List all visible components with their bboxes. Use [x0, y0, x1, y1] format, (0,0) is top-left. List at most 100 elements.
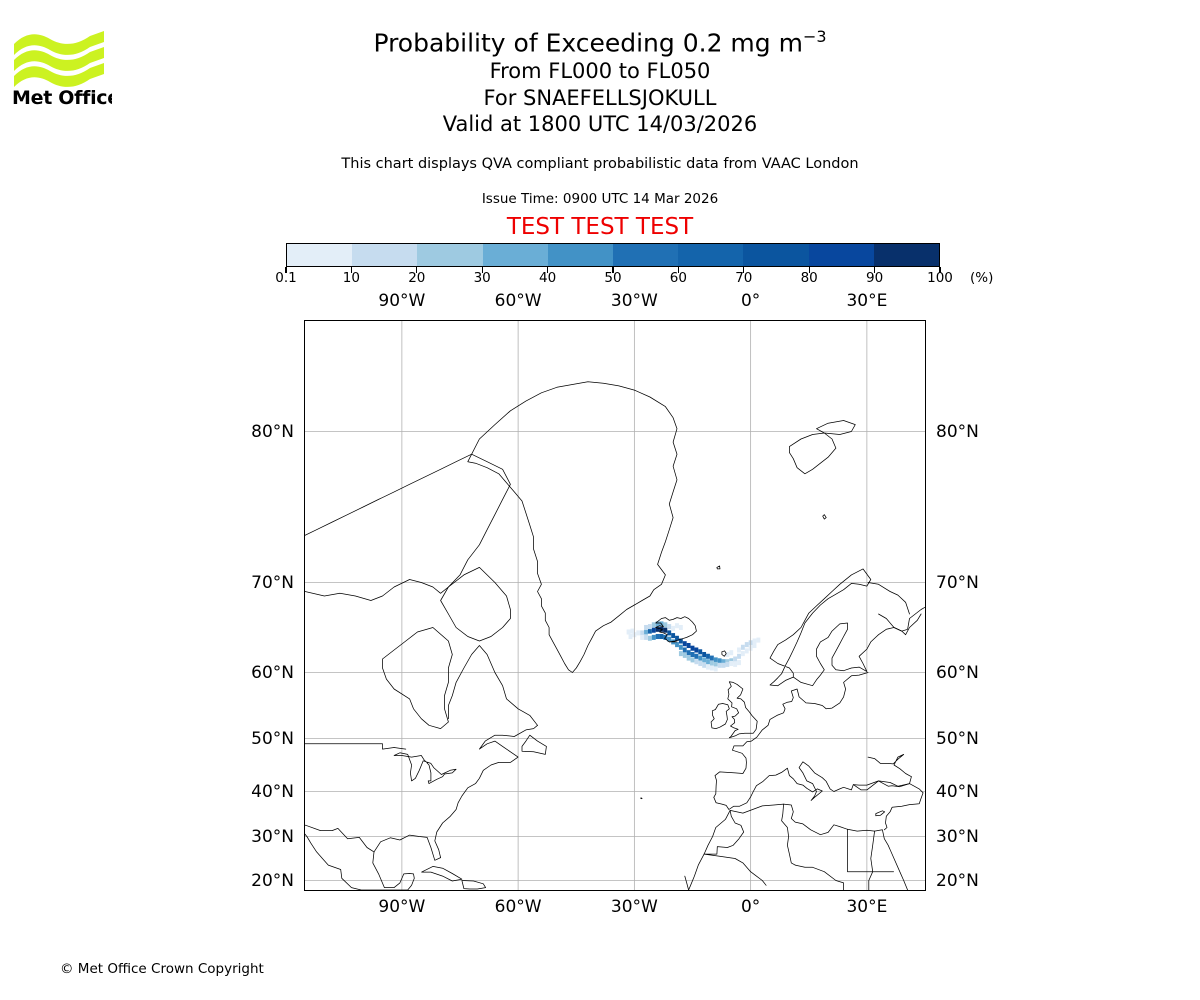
plume-cell: [651, 622, 656, 628]
plume-cell: [744, 648, 749, 654]
plume-cell: [682, 647, 687, 653]
plume-cell: [729, 660, 734, 667]
plume-cell: [709, 660, 714, 667]
colorbar-tick-80: [808, 267, 810, 273]
plume-cell: [702, 651, 707, 658]
plume-cell: [678, 644, 683, 650]
plume-cell: [725, 661, 730, 667]
coastline-svalbard2: [816, 420, 856, 435]
colorbar-label-70: 70: [735, 270, 753, 286]
issue-time-label: Issue Time: 0900 UTC 14 Mar 2026: [481, 191, 719, 207]
coastline-bear: [822, 514, 827, 520]
plume-cell: [721, 662, 726, 668]
plume-cell: [659, 633, 664, 640]
title-valid-time: Valid at 1800 UTC 14/03/2026: [442, 112, 758, 137]
plume-cell: [626, 629, 631, 635]
map-panel[interactable]: [304, 320, 926, 891]
coastline-namerica-e: [434, 724, 538, 858]
plume-cell: [640, 634, 645, 640]
plume-cell: [667, 636, 672, 642]
colorbar-band-6: [678, 244, 744, 266]
plume-cell: [729, 650, 734, 656]
plume-cell: [713, 657, 718, 663]
plume-cell: [682, 652, 687, 658]
colorbar-tick-40: [546, 267, 549, 273]
latitude-right-80: 80°N: [936, 421, 979, 442]
plume-cell: [725, 651, 730, 658]
latitude-left-70: 70°N: [251, 572, 294, 593]
colorbar-label-80: 80: [800, 270, 818, 286]
coastline-europe-w: [713, 672, 869, 798]
coastline-canada-arctic: [305, 453, 511, 601]
colorbar-tick-0.1: [285, 267, 287, 273]
plume-cell: [628, 633, 633, 640]
plume-cell: [690, 651, 695, 658]
coastline-africa-nile: [868, 830, 875, 890]
coastline-gulf: [305, 833, 441, 890]
colorbar-band-5: [613, 244, 679, 266]
colorbar-label-30: 30: [473, 270, 491, 286]
colorbar-label-90: 90: [866, 270, 884, 286]
plume-cell: [737, 660, 741, 666]
plume-cell: [702, 662, 707, 668]
coastline-iceland: [655, 616, 697, 643]
plume-cell: [698, 660, 703, 667]
plume-cell: [740, 651, 745, 657]
plume-cell: [663, 627, 668, 633]
coastline-labrador: [448, 645, 538, 726]
plume-cell: [667, 630, 672, 636]
coastline-hudson: [382, 627, 453, 729]
plume-cell: [706, 653, 710, 659]
plume-cell: [647, 628, 652, 634]
latitude-right-50: 50°N: [936, 728, 979, 749]
plume-cell: [713, 666, 718, 672]
coastlines-layer: [305, 381, 925, 890]
longitude-bottom--60: 60°W: [494, 897, 542, 917]
plume-cell: [651, 627, 656, 633]
plume-cell: [698, 649, 703, 655]
colorbar-band-4: [547, 244, 614, 266]
title-volcano: For SNAEFELLSJOKULL: [483, 85, 717, 110]
colorbar-tick-70: [743, 267, 745, 273]
coastline-azores: [640, 797, 643, 800]
plume-cell: [644, 634, 648, 640]
plume-cell: [678, 651, 683, 657]
coastline-british: [727, 681, 758, 739]
latitude-left-50: 50°N: [251, 728, 294, 749]
plume-cell: [675, 642, 679, 648]
plume-cell: [694, 647, 699, 653]
coastline-janmayen: [716, 565, 721, 570]
plume-cell: [702, 657, 707, 663]
plume-cell: [644, 624, 648, 631]
colorbar-band-8: [808, 244, 874, 266]
plume-cell: [644, 629, 648, 635]
plume-cell: [663, 622, 668, 628]
colorbar: [286, 243, 940, 267]
colorbar-unit-label: (%): [970, 270, 994, 286]
logo-wave-1: [14, 31, 104, 55]
colorbar-band-7: [743, 244, 809, 266]
coastline-nafrica-b3: [781, 803, 796, 866]
longitude-top--60: 60°W: [494, 291, 542, 311]
colorbar-label-40: 40: [539, 270, 557, 286]
logo-wave-icon: [14, 31, 104, 87]
longitude-bottom--30: 30°W: [610, 897, 658, 917]
plume-cell: [752, 642, 757, 649]
colorbar-gradient: [286, 243, 940, 267]
coastline-blacksea-n: [867, 754, 912, 778]
colorbar-tick-100: [939, 267, 941, 273]
longitude-bottom--90: 90°W: [378, 897, 426, 917]
plume-cell: [651, 634, 656, 640]
met-office-logo: Met Office: [12, 24, 112, 114]
coastline-greenland: [467, 381, 678, 673]
plume-cell: [682, 641, 687, 647]
plume-cell: [717, 658, 722, 664]
longitude-top--30: 30°W: [610, 291, 658, 311]
plume-cell: [636, 630, 641, 636]
logo-wave-3: [14, 63, 104, 87]
coastline-cuba: [421, 866, 463, 882]
plume-cell: [721, 659, 726, 665]
plume-cell: [740, 644, 745, 650]
latitude-left-60: 60°N: [251, 662, 294, 683]
colorbar-tick-30: [481, 267, 483, 273]
